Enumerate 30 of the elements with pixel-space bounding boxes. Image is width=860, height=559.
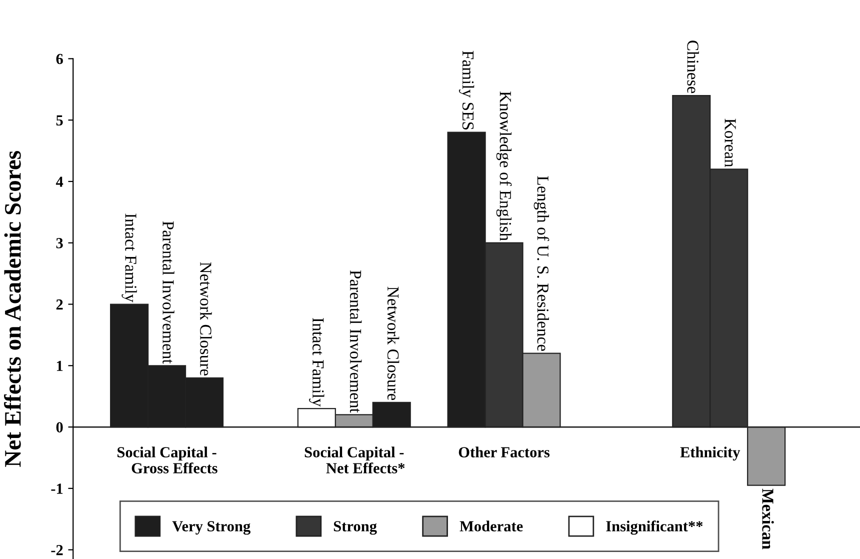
y-tick-label: 3 xyxy=(56,238,63,248)
x-tick-label: Mexican xyxy=(762,488,774,550)
x-tick-label: Parental Involvement xyxy=(162,221,174,364)
legend-label: Insignificant** xyxy=(606,520,703,535)
x-tick-label: Network Closure xyxy=(200,262,212,376)
y-tick-label: -1 xyxy=(51,484,63,494)
x-tick-label: Intact Family xyxy=(309,318,324,407)
y-tick-label: 1 xyxy=(56,360,63,371)
x-tick-label: Family SES xyxy=(458,50,474,130)
y-tick-label: 5 xyxy=(56,115,63,126)
y-tick-label: 0 xyxy=(56,422,63,432)
x-tick-label: Chinese xyxy=(687,40,699,94)
legend-label: Strong xyxy=(334,521,377,535)
x-tick-label: Knowledge of English xyxy=(496,92,512,241)
annotation: Social Capital - Net Effects* xyxy=(304,446,405,474)
legend-label: Very Strong xyxy=(172,521,250,535)
y-axis-title: Net Effects on Academic Scores xyxy=(4,150,21,467)
y-tick-label: 6 xyxy=(56,54,63,64)
annotation: Ethnicity xyxy=(680,446,740,461)
x-tick-label: Length of U. S. Residence xyxy=(534,176,550,351)
annotation: Social Capital - Gross Effects xyxy=(118,446,218,474)
annotation: Other Factors xyxy=(458,446,550,458)
x-tick-label: Intact Family xyxy=(122,214,137,302)
y-tick-label: 2 xyxy=(56,299,63,310)
legend-label: Moderate xyxy=(460,520,523,532)
x-tick-label: Network Closure xyxy=(387,286,400,400)
y-tick-label: -2 xyxy=(51,544,63,556)
x-tick-label: Korean xyxy=(724,118,736,168)
x-tick-label: Parental Involvement xyxy=(350,270,362,413)
y-tick-label: 4 xyxy=(56,176,64,187)
